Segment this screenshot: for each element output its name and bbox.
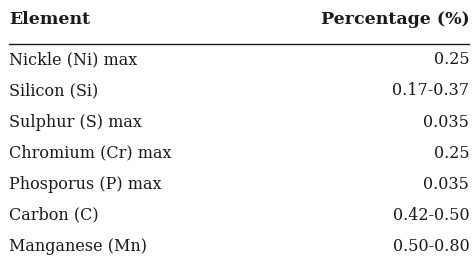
Text: Carbon (C): Carbon (C): [9, 207, 99, 224]
Text: Nickle (Ni) max: Nickle (Ni) max: [9, 51, 138, 68]
Text: Silicon (Si): Silicon (Si): [9, 82, 99, 100]
Text: 0.25: 0.25: [434, 145, 469, 162]
Text: Chromium (Cr) max: Chromium (Cr) max: [9, 145, 172, 162]
Text: Element: Element: [9, 11, 91, 28]
Text: Percentage (%): Percentage (%): [320, 11, 469, 28]
Text: 0.17-0.37: 0.17-0.37: [392, 82, 469, 100]
Text: 0.50-0.80: 0.50-0.80: [392, 238, 469, 255]
Text: Sulphur (S) max: Sulphur (S) max: [9, 113, 142, 131]
Text: 0.42-0.50: 0.42-0.50: [392, 207, 469, 224]
Text: Phosporus (P) max: Phosporus (P) max: [9, 176, 162, 193]
Text: 0.035: 0.035: [423, 176, 469, 193]
Text: Manganese (Mn): Manganese (Mn): [9, 238, 147, 255]
Text: 0.25: 0.25: [434, 51, 469, 68]
Text: 0.035: 0.035: [423, 113, 469, 131]
